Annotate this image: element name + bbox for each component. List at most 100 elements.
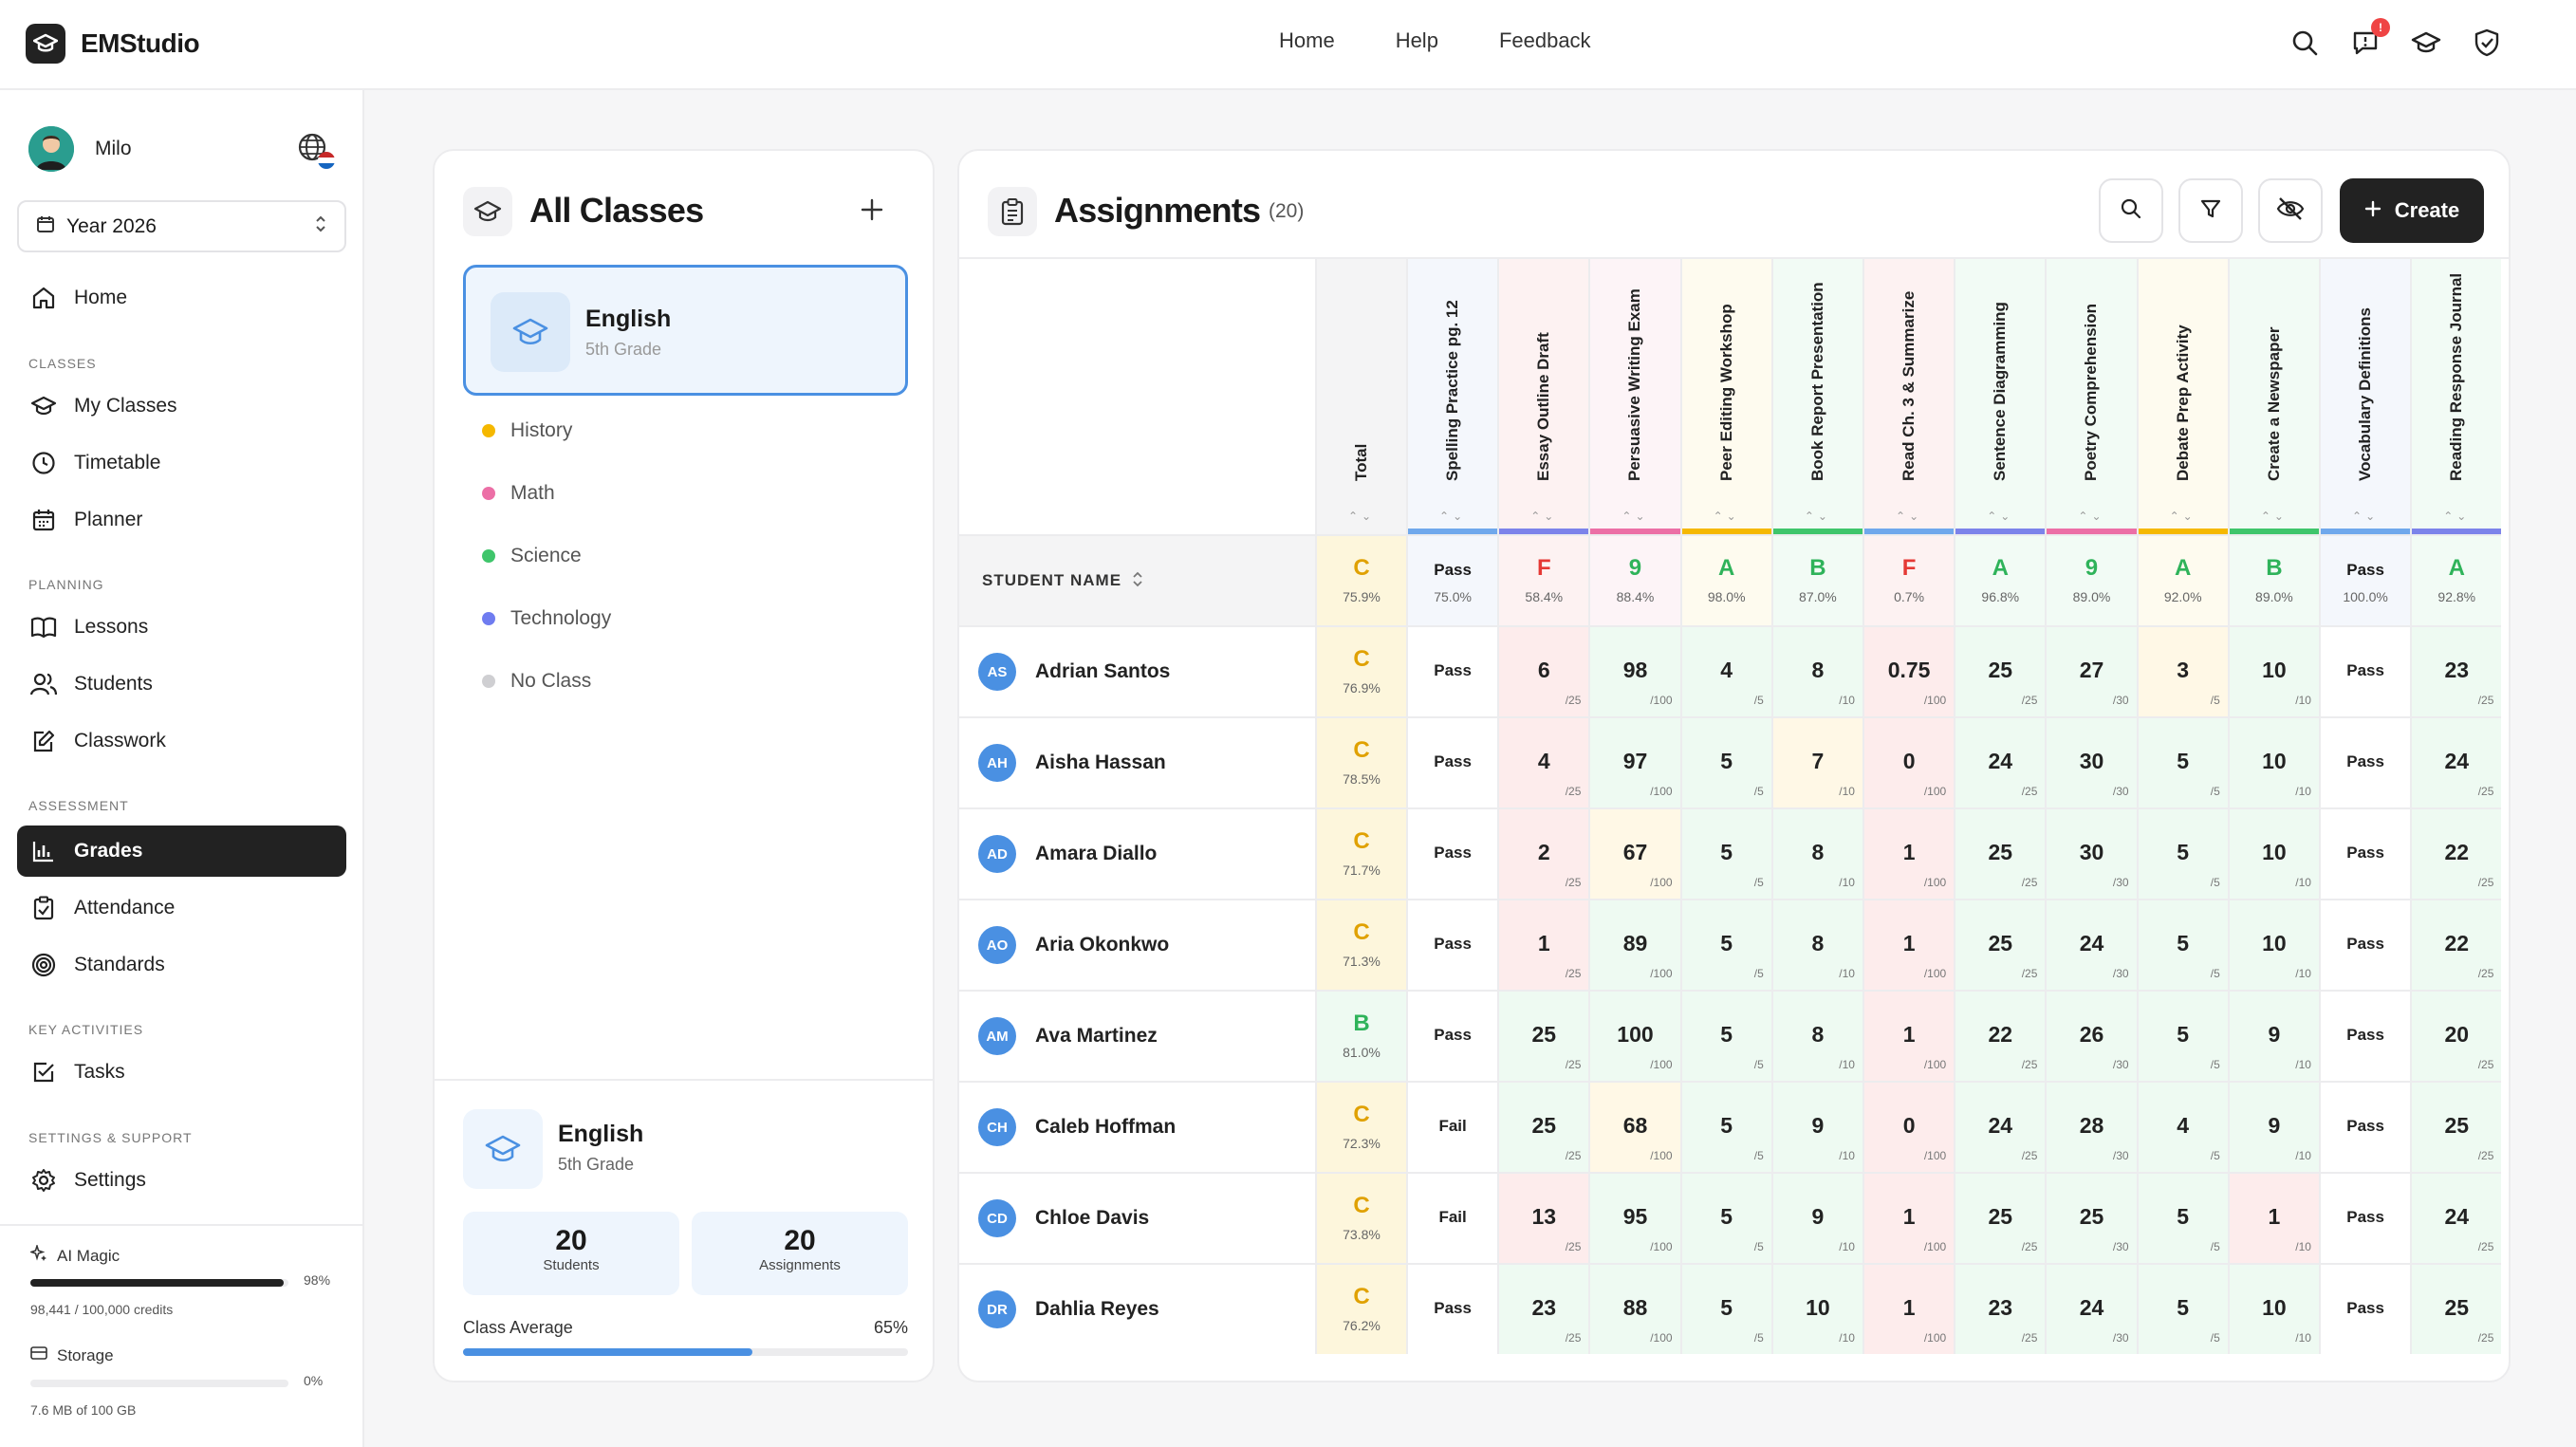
sidebar-item-settings[interactable]: Settings [17,1155,346,1206]
grade-cell[interactable]: 1/100 [1863,990,1955,1081]
grade-cell[interactable]: 24/25 [2410,716,2502,807]
sort-arrows-icon[interactable]: ⌃⌄ [1987,510,2014,523]
grade-cell[interactable]: 22/25 [2410,899,2502,990]
table-row[interactable]: AM Ava Martinez [959,990,1315,1081]
grade-cell[interactable]: 7/10 [1770,716,1863,807]
class-item-english-selected[interactable]: English 5th Grade [463,265,908,396]
column-header-10[interactable]: Create a Newspaper ⌃⌄ [2227,259,2319,534]
column-header-3[interactable]: Persuasive Writing Exam ⌃⌄ [1588,259,1680,534]
table-row[interactable]: AO Aria Okonkwo [959,899,1315,990]
grade-cell[interactable]: Fail [1406,1172,1498,1263]
grade-cell[interactable]: 24/25 [1954,716,2046,807]
grade-cell[interactable]: 95/100 [1588,1172,1680,1263]
grade-cell[interactable]: 24/25 [1954,1081,2046,1172]
table-row[interactable]: CD Chloe Davis [959,1172,1315,1263]
column-header-5[interactable]: Book Report Presentation ⌃⌄ [1770,259,1863,534]
grade-cell[interactable]: 4/5 [1679,625,1771,716]
grade-cell[interactable]: 27/30 [2045,625,2137,716]
grade-cell[interactable]: Pass [2319,1263,2411,1354]
student-name-header[interactable]: STUDENT NAME [959,534,1315,625]
create-button[interactable]: Create [2340,178,2484,243]
table-row[interactable]: AS Adrian Santos [959,625,1315,716]
nav-feedback-link[interactable]: Feedback [1498,28,1591,52]
table-row[interactable]: AH Aisha Hassan [959,716,1315,807]
grade-cell[interactable]: Pass [2319,899,2411,990]
grade-cell[interactable]: 5/5 [2136,716,2228,807]
column-header-4[interactable]: Peer Editing Workshop ⌃⌄ [1679,259,1771,534]
grade-cell[interactable]: 23/25 [1497,1263,1589,1354]
search-icon[interactable] [2289,27,2321,59]
grade-cell[interactable]: 25/25 [1954,807,2046,899]
class-item-technology[interactable]: Technology [482,607,611,630]
grade-cell[interactable]: Pass [2319,990,2411,1081]
grade-cell[interactable]: 5/5 [2136,899,2228,990]
grade-cell[interactable]: 1/25 [1497,899,1589,990]
sidebar-item-lessons[interactable]: Lessons [17,602,346,653]
grade-cell[interactable]: 23/25 [2410,625,2502,716]
table-row[interactable]: CH Caleb Hoffman [959,1081,1315,1172]
grade-cell[interactable]: 5/5 [2136,1172,2228,1263]
grade-cell[interactable]: 28/30 [2045,1081,2137,1172]
grade-cell[interactable]: 88/100 [1588,1263,1680,1354]
shield-check-icon[interactable] [2471,27,2503,59]
grade-cell[interactable]: 67/100 [1588,807,1680,899]
column-header-12[interactable]: Reading Response Journal ⌃⌄ [2410,259,2502,534]
grade-cell[interactable]: 1/100 [1863,807,1955,899]
sort-arrows-icon[interactable]: ⌃⌄ [1622,510,1649,523]
grade-cell[interactable]: 97/100 [1588,716,1680,807]
column-header-6[interactable]: Read Ch. 3 & Summarize ⌃⌄ [1863,259,1955,534]
sort-arrows-icon[interactable]: ⌃⌄ [2352,510,2380,523]
grade-cell[interactable]: 1/10 [2227,1172,2319,1263]
grade-cell[interactable]: 0/100 [1863,1081,1955,1172]
grade-cell[interactable]: Pass [1406,990,1498,1081]
grade-cell[interactable]: 8/10 [1770,899,1863,990]
sidebar-item-my-classes[interactable]: My Classes [17,380,346,432]
sort-arrows-icon[interactable]: ⌃⌄ [1347,510,1376,523]
grade-cell[interactable]: 100/100 [1588,990,1680,1081]
grade-cell[interactable]: 24/30 [2045,899,2137,990]
grade-cell[interactable]: 5/5 [1679,1081,1771,1172]
add-class-button[interactable] [860,191,884,232]
grade-cell[interactable]: 10/10 [2227,1263,2319,1354]
grade-cell[interactable]: 4/5 [2136,1081,2228,1172]
grade-cell[interactable]: 25/25 [2410,1081,2502,1172]
grade-cell[interactable]: 0.75/100 [1863,625,1955,716]
sort-arrows-icon[interactable]: ⌃⌄ [1713,510,1740,523]
sort-arrows-icon[interactable]: ⌃⌄ [2443,510,2471,523]
column-header-1[interactable]: Spelling Practice pg. 12 ⌃⌄ [1406,259,1498,534]
grade-cell[interactable]: 25/25 [2410,1263,2502,1354]
grade-cell[interactable]: 5/5 [2136,807,2228,899]
class-item-history[interactable]: History [482,419,572,442]
grade-cell[interactable]: 5/5 [1679,716,1771,807]
grade-cell[interactable]: 2/25 [1497,807,1589,899]
grade-cell[interactable]: 25/25 [1954,625,2046,716]
sidebar-item-tasks[interactable]: Tasks [17,1047,346,1098]
grade-cell[interactable]: 5/5 [1679,990,1771,1081]
sidebar-item-home[interactable]: Home [17,272,346,324]
grade-cell[interactable]: 26/30 [2045,990,2137,1081]
class-item-science[interactable]: Science [482,545,582,567]
grade-cell[interactable]: 9/10 [1770,1172,1863,1263]
grade-cell[interactable]: 20/25 [2410,990,2502,1081]
grade-cell[interactable]: 30/30 [2045,716,2137,807]
grade-cell[interactable]: Pass [1406,716,1498,807]
sort-arrows-icon[interactable]: ⌃⌄ [2260,510,2288,523]
grade-cell[interactable]: 10/10 [2227,625,2319,716]
sort-arrows-icon[interactable]: ⌃⌄ [1896,510,1923,523]
sidebar-item-timetable[interactable]: Timetable [17,437,346,489]
grade-cell[interactable]: Pass [1406,625,1498,716]
graduation-cap-icon[interactable] [2410,27,2442,59]
sidebar-item-standards[interactable]: Standards [17,939,346,991]
column-header-7[interactable]: Sentence Diagramming ⌃⌄ [1954,259,2046,534]
grade-cell[interactable]: 98/100 [1588,625,1680,716]
grade-cell[interactable]: 9/10 [1770,1081,1863,1172]
sidebar-item-attendance[interactable]: Attendance [17,882,346,934]
sort-arrows-icon[interactable]: ⌃⌄ [1530,510,1558,523]
grade-cell[interactable]: Pass [2319,716,2411,807]
column-header-11[interactable]: Vocabulary Definitions ⌃⌄ [2319,259,2411,534]
grade-cell[interactable]: 5/5 [2136,1263,2228,1354]
filter-button[interactable] [2178,178,2243,243]
grade-cell[interactable]: 25/30 [2045,1172,2137,1263]
sidebar-item-classwork[interactable]: Classwork [17,715,346,767]
sidebar-item-students[interactable]: Students [17,659,346,710]
